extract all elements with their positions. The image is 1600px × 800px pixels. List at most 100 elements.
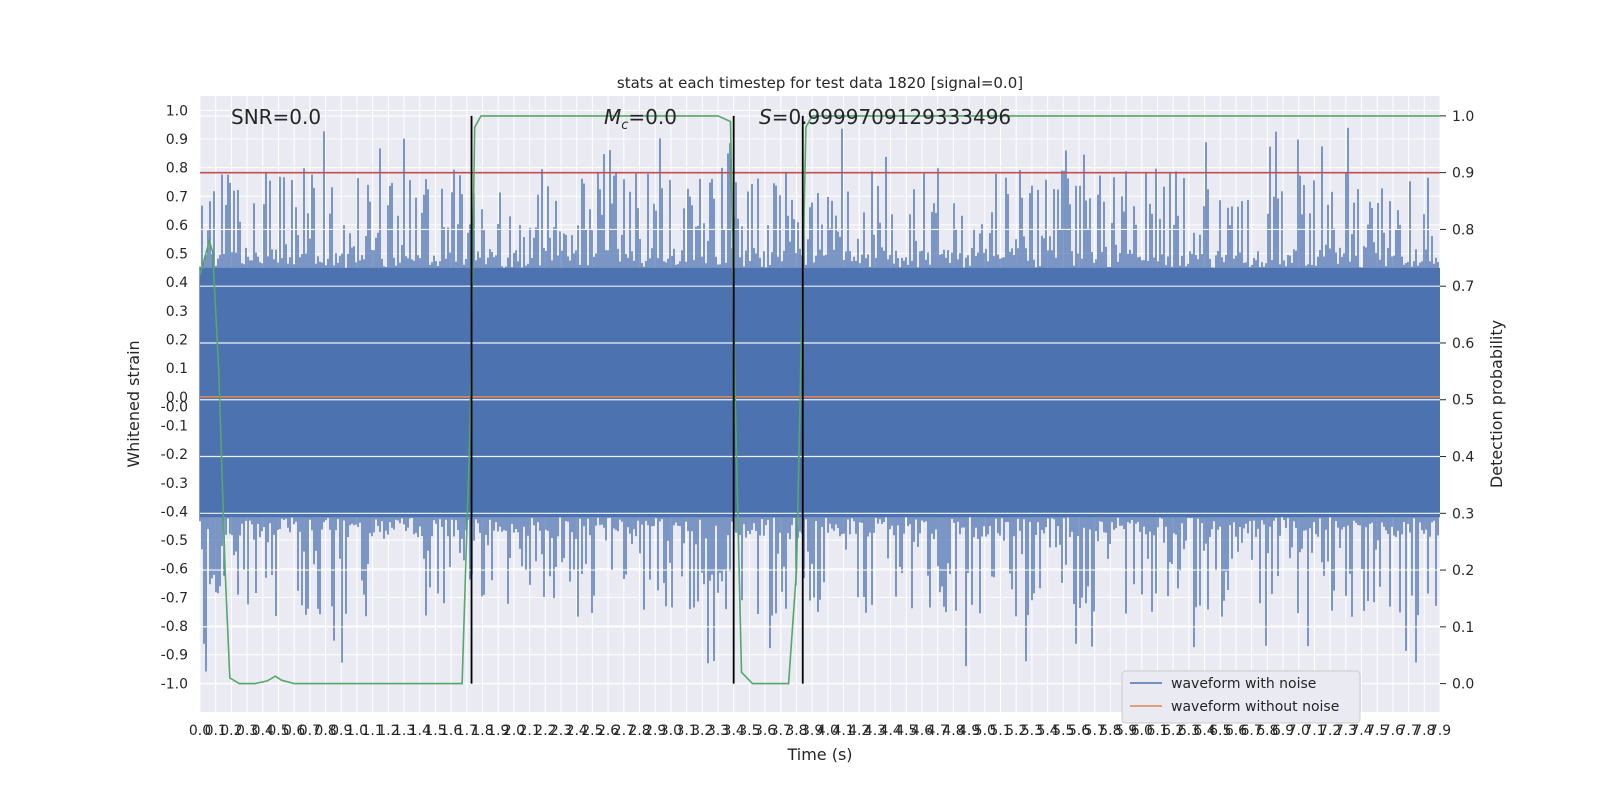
y-tick-label-left: 0.9	[166, 132, 188, 148]
y-tick-labels-right: 1.0 0.9 0.8 0.7 0.6 0.5 0.4 0.3 0.2 0.1 0.0	[1440, 109, 1474, 693]
x-tick-label: 2.0	[503, 723, 525, 739]
x-tick-label: 1.9	[487, 723, 509, 739]
x-tick-label: 1.2	[377, 723, 399, 739]
mc-annotation: Mc=0.0	[604, 105, 677, 133]
x-tick-label: 5.3	[1021, 723, 1043, 739]
legend: waveform with noise waveform without noi…	[1121, 670, 1361, 724]
x-tick-label: 7.4	[1350, 723, 1372, 739]
y-tick-label-left: -0.2	[161, 447, 188, 463]
s-value: =0.9999709129333496	[772, 105, 1011, 129]
x-tick-label: 2.3	[550, 723, 572, 739]
x-tick-label: 7.8	[1413, 723, 1435, 739]
x-tick-label: 1.7	[456, 723, 478, 739]
x-tick-label: 7.3	[1335, 723, 1357, 739]
x-tick-label: 6.1	[1146, 723, 1168, 739]
x-tick-label: 1.0	[346, 723, 368, 739]
x-tick-label: 6.6	[1225, 723, 1247, 739]
x-tick-label: 0.8	[314, 723, 336, 739]
y-tick-label-left: 0.5	[166, 247, 188, 263]
x-tick-label: 4.3	[864, 723, 886, 739]
x-axis-label: Time (s)	[786, 745, 852, 764]
x-tick-label: 5.1	[989, 723, 1011, 739]
y-tick-label-left: -1.0	[161, 676, 188, 692]
y-tick-label-right: 0.6	[1452, 336, 1474, 352]
x-tick-label: 3.9	[801, 723, 823, 739]
x-tick-label: 3.1	[675, 723, 697, 739]
x-tick-label: 5.7	[1084, 723, 1106, 739]
x-tick-label: 1.3	[393, 723, 415, 739]
mc-value: =0.0	[628, 105, 677, 129]
s-symbol: S	[759, 105, 772, 129]
legend-label-clean: waveform without noise	[1171, 699, 1339, 715]
waveform-with-noise-series	[199, 127, 1440, 672]
y-tick-label-left: 0.3	[166, 304, 188, 320]
y-axis-label-right: Detection probability	[1487, 320, 1506, 488]
x-tick-label: 4.5	[895, 723, 917, 739]
x-tick-label: 7.1	[1303, 723, 1325, 739]
x-tick-label: 0.9	[330, 723, 352, 739]
x-tick-label: 6.4	[1193, 723, 1215, 739]
legend-label-noise: waveform with noise	[1171, 676, 1316, 692]
x-tick-label: 5.6	[1068, 723, 1090, 739]
y-tick-labels-left: 1.0 0.9 0.8 0.7 0.6 0.5 0.4 0.3 0.2 0.1 0.0-0.0 -0.…	[161, 103, 188, 692]
y-tick-label-left: -0.6	[161, 562, 188, 578]
x-tick-label: 7.7	[1397, 723, 1419, 739]
x-tick-label: 0.6	[283, 723, 305, 739]
y-tick-label-right: 0.0	[1452, 677, 1474, 693]
y-tick-label-left: -0.4	[161, 504, 188, 520]
x-tick-label: 3.7	[770, 723, 792, 739]
x-tick-label: 5.8	[1099, 723, 1121, 739]
x-tick-label: 2.4	[566, 723, 588, 739]
x-tick-label: 3.5	[738, 723, 760, 739]
y-tick-label-left: -0.1	[161, 418, 188, 434]
y-tick-label-left: 0.8	[166, 161, 188, 177]
y-tick-label-left: -0.9	[161, 648, 188, 664]
x-tick-label: 0.0	[189, 723, 211, 739]
mc-subscript: c	[621, 118, 628, 133]
y-tick-label-right: 0.8	[1452, 222, 1474, 238]
x-tick-label: 2.2	[534, 723, 556, 739]
mc-symbol: M	[604, 105, 621, 129]
y-tick-label-right: 0.4	[1452, 450, 1474, 466]
x-tick-label: 6.2	[1162, 723, 1184, 739]
x-tick-label: 7.9	[1429, 723, 1451, 739]
x-tick-label: 3.0	[660, 723, 682, 739]
x-tick-labels: 0.00.10.20.30.40.50.60.70.80.91.01.11.21…	[189, 723, 1451, 739]
y-tick-label-left: -0.7	[161, 590, 188, 606]
x-tick-label: 7.0	[1288, 723, 1310, 739]
x-tick-label: 6.8	[1256, 723, 1278, 739]
x-tick-label: 6.3	[1178, 723, 1200, 739]
x-tick-label: 5.4	[1036, 723, 1058, 739]
x-tick-label: 6.7	[1241, 723, 1263, 739]
y-tick-label-right: 0.5	[1452, 393, 1474, 409]
x-tick-label: 4.6	[911, 723, 933, 739]
y-tick-label-left: -0.8	[161, 619, 188, 635]
x-tick-label: 5.5	[1052, 723, 1074, 739]
x-tick-label: 2.7	[613, 723, 635, 739]
x-tick-label: 3.8	[785, 723, 807, 739]
x-tick-label: 7.2	[1319, 723, 1341, 739]
x-tick-label: 4.4	[880, 723, 902, 739]
y-tick-label-left: 0.0	[166, 390, 188, 406]
x-tick-label: 3.3	[707, 723, 729, 739]
x-tick-label: 6.5	[1209, 723, 1231, 739]
x-tick-label: 2.6	[597, 723, 619, 739]
x-tick-label: 7.5	[1366, 723, 1388, 739]
y-tick-label-right: 0.7	[1452, 279, 1474, 295]
x-tick-label: 0.7	[299, 723, 321, 739]
y-tick-label-left: 0.6	[166, 218, 188, 234]
x-tick-label: 2.1	[518, 723, 540, 739]
x-tick-label: 5.0	[974, 723, 996, 739]
y-tick-label-left: 0.4	[166, 275, 188, 291]
x-tick-label: 4.9	[958, 723, 980, 739]
y-tick-label-right: 0.2	[1452, 563, 1474, 579]
y-tick-label-left: -0.3	[161, 476, 188, 492]
x-tick-label: 1.5	[424, 723, 446, 739]
x-tick-label: 4.7	[927, 723, 949, 739]
y-axis-label-left: Whitened strain	[124, 340, 143, 467]
y-tick-label-left: 0.7	[166, 189, 188, 205]
x-tick-label: 4.2	[848, 723, 870, 739]
y-tick-label-right: 0.1	[1452, 620, 1474, 636]
x-tick-label: 2.8	[628, 723, 650, 739]
